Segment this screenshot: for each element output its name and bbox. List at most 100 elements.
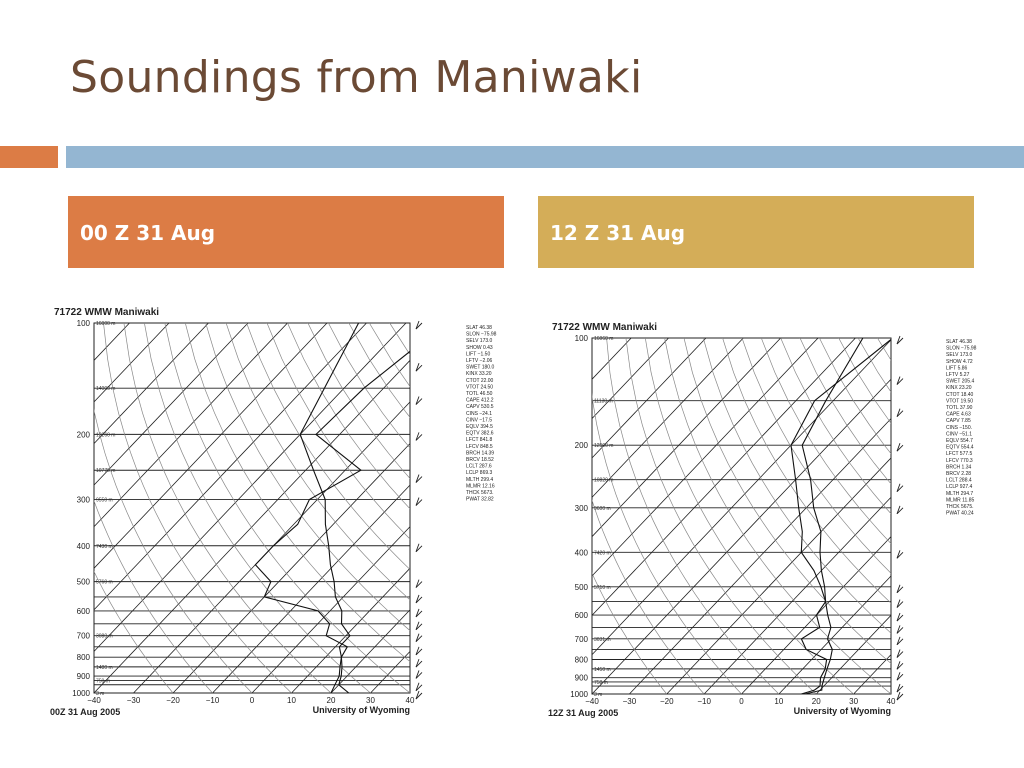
index-line: SLON −75.98 (946, 346, 977, 352)
height-label: 3 m (96, 691, 104, 697)
barb-staff (415, 660, 423, 668)
barb-flag (415, 497, 420, 506)
index-line: LFTV 5.27 (946, 372, 970, 378)
isotherm-line (592, 338, 744, 498)
isotherm-line (592, 338, 856, 616)
index-line: KINX 33.20 (466, 371, 492, 377)
height-label: 1480 m (96, 665, 113, 671)
barb-flag (415, 621, 420, 630)
index-line: THCK 5675. (946, 504, 974, 510)
barb-flag (415, 658, 420, 668)
isotherm-line (592, 338, 669, 420)
pressure-label: 300 (575, 504, 589, 513)
height-label: 16000 m (96, 321, 115, 327)
wind-barb (896, 443, 904, 452)
barb-flag (896, 408, 901, 417)
isotherm-line (703, 496, 891, 694)
barb-staff (415, 398, 423, 405)
isotherm-line (592, 378, 891, 694)
isotherm-line (666, 457, 891, 694)
index-line: TOTL 37.90 (946, 405, 973, 411)
index-line: LFCT 577.5 (946, 451, 973, 457)
grid-group (592, 338, 891, 694)
barb-flag (415, 690, 420, 700)
height-label: 1450 m (594, 667, 611, 673)
index-line: EQLV 554.7 (946, 438, 973, 444)
index-line: CAPE 4.63 (946, 412, 971, 418)
barb-staff (896, 378, 904, 385)
pressure-label: 600 (575, 611, 589, 620)
barb-flag (896, 483, 901, 492)
dry-adiabat (307, 323, 410, 479)
dry-adiabat (799, 338, 891, 485)
height-label: 750 m (96, 678, 110, 684)
isotherm-line (251, 526, 410, 693)
isotherm-line (94, 323, 170, 403)
barb-flag (896, 649, 901, 658)
barb-staff (415, 672, 423, 679)
index-line: SLON −75.98 (466, 332, 497, 338)
pressure-label: 200 (77, 430, 91, 439)
temperature-label: 0 (739, 697, 744, 706)
dry-adiabat (592, 499, 705, 694)
pressure-label: 800 (77, 653, 91, 662)
pressure-label: 500 (77, 578, 91, 587)
isotherm-line (592, 338, 707, 459)
index-line: PWAT 32.82 (466, 497, 494, 503)
height-label: 12260 m (96, 432, 115, 438)
index-line: CINS −24.1 (466, 411, 492, 417)
wind-barb (896, 505, 904, 515)
footer-source: University of Wyoming (313, 705, 410, 715)
index-line: SLAT 46.38 (946, 339, 972, 345)
index-line: BRCV 2.28 (946, 471, 971, 477)
index-line: CAPV 530.5 (466, 404, 494, 410)
index-line: LCLT 288.4 (946, 478, 972, 484)
index-line: LIFT −1.50 (466, 351, 490, 357)
barb-flag (896, 636, 901, 646)
barb-staff (896, 485, 904, 493)
wind-barb (896, 584, 904, 594)
isotherm-line (778, 575, 891, 694)
pressure-label: 200 (575, 441, 589, 450)
grid-group (94, 323, 410, 693)
isotherm-line (330, 609, 410, 693)
pressure-label: 700 (575, 635, 589, 644)
temperature-label: −40 (585, 697, 599, 706)
wind-barb (415, 658, 423, 668)
barb-staff (896, 662, 904, 670)
isotherm-line (212, 484, 410, 693)
isotherm-line (94, 359, 410, 693)
height-label: 7420 m (594, 550, 611, 556)
dry-adiabat (683, 338, 891, 664)
barb-flag (896, 683, 901, 693)
pressure-label: 1000 (570, 690, 588, 699)
temperature-label: −20 (660, 697, 674, 706)
index-line: SLAT 46.38 (466, 325, 492, 331)
dry-adiabat (123, 323, 332, 693)
height-label: 10770 m (96, 468, 115, 474)
dewpoint-profile (790, 338, 891, 694)
pressure-label: 500 (575, 583, 589, 592)
dry-adiabat (94, 570, 174, 693)
wind-barb (415, 608, 423, 618)
index-line: LFCT 841.8 (466, 437, 493, 443)
index-line: CTOT 22.00 (466, 378, 494, 384)
wind-barb (415, 396, 423, 405)
index-line: BRCH 1.34 (946, 464, 972, 470)
isotherm-line (592, 338, 632, 380)
height-label: 16060 m (594, 336, 613, 342)
dry-adiabat (144, 323, 371, 693)
wind-barb (415, 363, 423, 372)
index-line: EQLV 394.5 (466, 424, 493, 430)
temperature-label: −10 (697, 697, 711, 706)
pressure-label: 400 (77, 542, 91, 551)
isotherm-line (853, 654, 891, 694)
index-line: MLTH 294.7 (946, 491, 973, 497)
index-line: CINV −51.1 (946, 431, 972, 437)
barb-staff (896, 444, 904, 452)
barb-staff (415, 623, 423, 631)
temperature-label: 40 (887, 697, 896, 706)
height-label: 12500 m (594, 443, 613, 449)
wind-barb (896, 335, 904, 345)
dry-adiabat (606, 338, 780, 694)
